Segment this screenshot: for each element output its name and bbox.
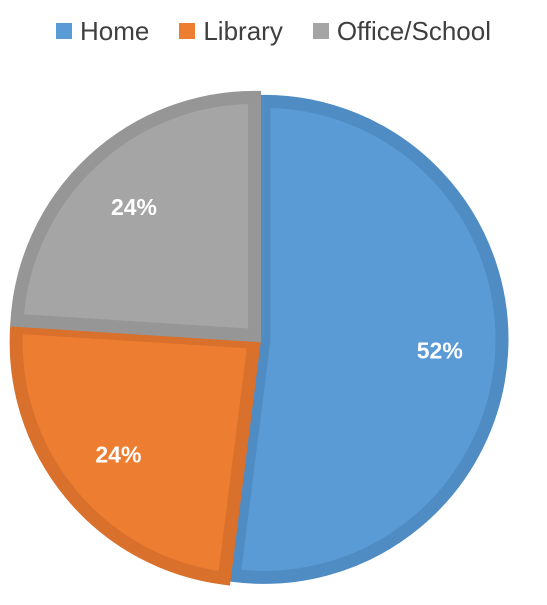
pie-slice-library — [9, 320, 262, 586]
legend-label-office-school: Office/School — [336, 16, 491, 46]
data-label-home: 52% — [417, 337, 463, 363]
legend-swatch-home — [55, 23, 72, 39]
pie-slice-office-school — [10, 90, 262, 343]
pie-slices — [9, 90, 509, 586]
legend-swatch-library — [179, 23, 196, 39]
chart-legend: Home Library Office/School — [0, 14, 547, 48]
legend-item-office-school: Office/School — [312, 14, 491, 48]
legend-item-home: Home — [55, 14, 150, 48]
pie-slice-home — [226, 94, 509, 584]
data-label-office-school: 24% — [111, 194, 157, 220]
data-label-library: 24% — [95, 442, 141, 468]
pie-slice-labels: 52% 24% 24% — [95, 194, 462, 468]
legend-item-library: Library — [179, 14, 283, 48]
legend-label-home: Home — [79, 16, 150, 46]
legend-swatch-office-school — [312, 23, 329, 39]
legend-label-library: Library — [203, 16, 283, 46]
